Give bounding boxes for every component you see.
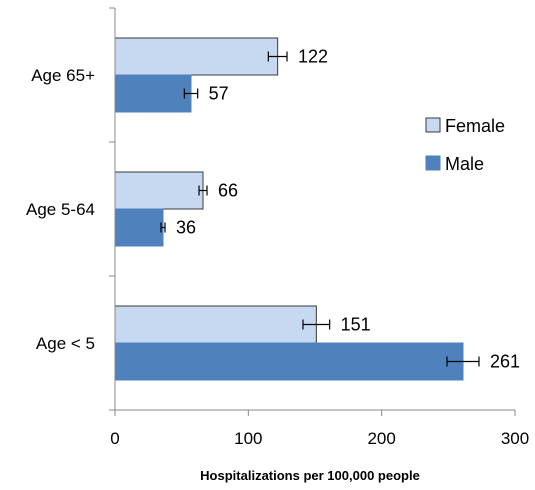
legend-item-female: Female [425, 116, 505, 136]
bar-male-2 [114, 342, 464, 381]
bars-layer [114, 37, 464, 381]
bar-male-1 [114, 208, 164, 247]
x-tick-label-3: 300 [501, 429, 529, 448]
value-label-male-1: 36 [176, 218, 196, 238]
axes-layer [109, 7, 516, 416]
error-bar-female-0 [267, 51, 288, 62]
x-tick-label-0: 0 [110, 429, 119, 448]
category-label-0: Age 65+ [31, 66, 95, 85]
x-tick-label-1: 100 [234, 429, 262, 448]
legend-label-male: Male [445, 154, 484, 174]
error-bars-layer [160, 51, 480, 367]
category-label-2: Age < 5 [36, 334, 95, 353]
value-label-female-0: 122 [298, 47, 328, 67]
labels-layer: 122 57 Age 65+ 66 36 Age 5-64 151 261 Age < 5 0 10… [26, 47, 529, 484]
bar-female-2 [114, 305, 317, 344]
error-bar-male-2 [446, 356, 480, 367]
x-tick-label-2: 200 [367, 429, 395, 448]
error-bar-female-1 [198, 185, 208, 196]
value-label-female-1: 66 [218, 181, 238, 201]
legend-label-female: Female [445, 116, 505, 136]
x-axis-title: Hospitalizations per 100,000 people [200, 468, 420, 483]
value-label-male-2: 261 [490, 352, 520, 372]
value-label-male-0: 57 [209, 84, 229, 104]
bar-female-1 [114, 171, 204, 210]
error-bar-male-1 [160, 222, 166, 233]
error-bar-female-2 [302, 319, 331, 330]
bar-female-0 [114, 37, 279, 76]
legend-item-male: Male [425, 154, 484, 174]
category-label-1: Age 5-64 [26, 200, 95, 219]
legend-swatch-female [425, 117, 441, 133]
value-label-female-2: 151 [341, 315, 371, 335]
bar-male-0 [114, 74, 192, 113]
legend: Female Male [425, 116, 505, 174]
error-bar-male-0 [183, 88, 199, 99]
legend-swatch-male [425, 155, 441, 171]
